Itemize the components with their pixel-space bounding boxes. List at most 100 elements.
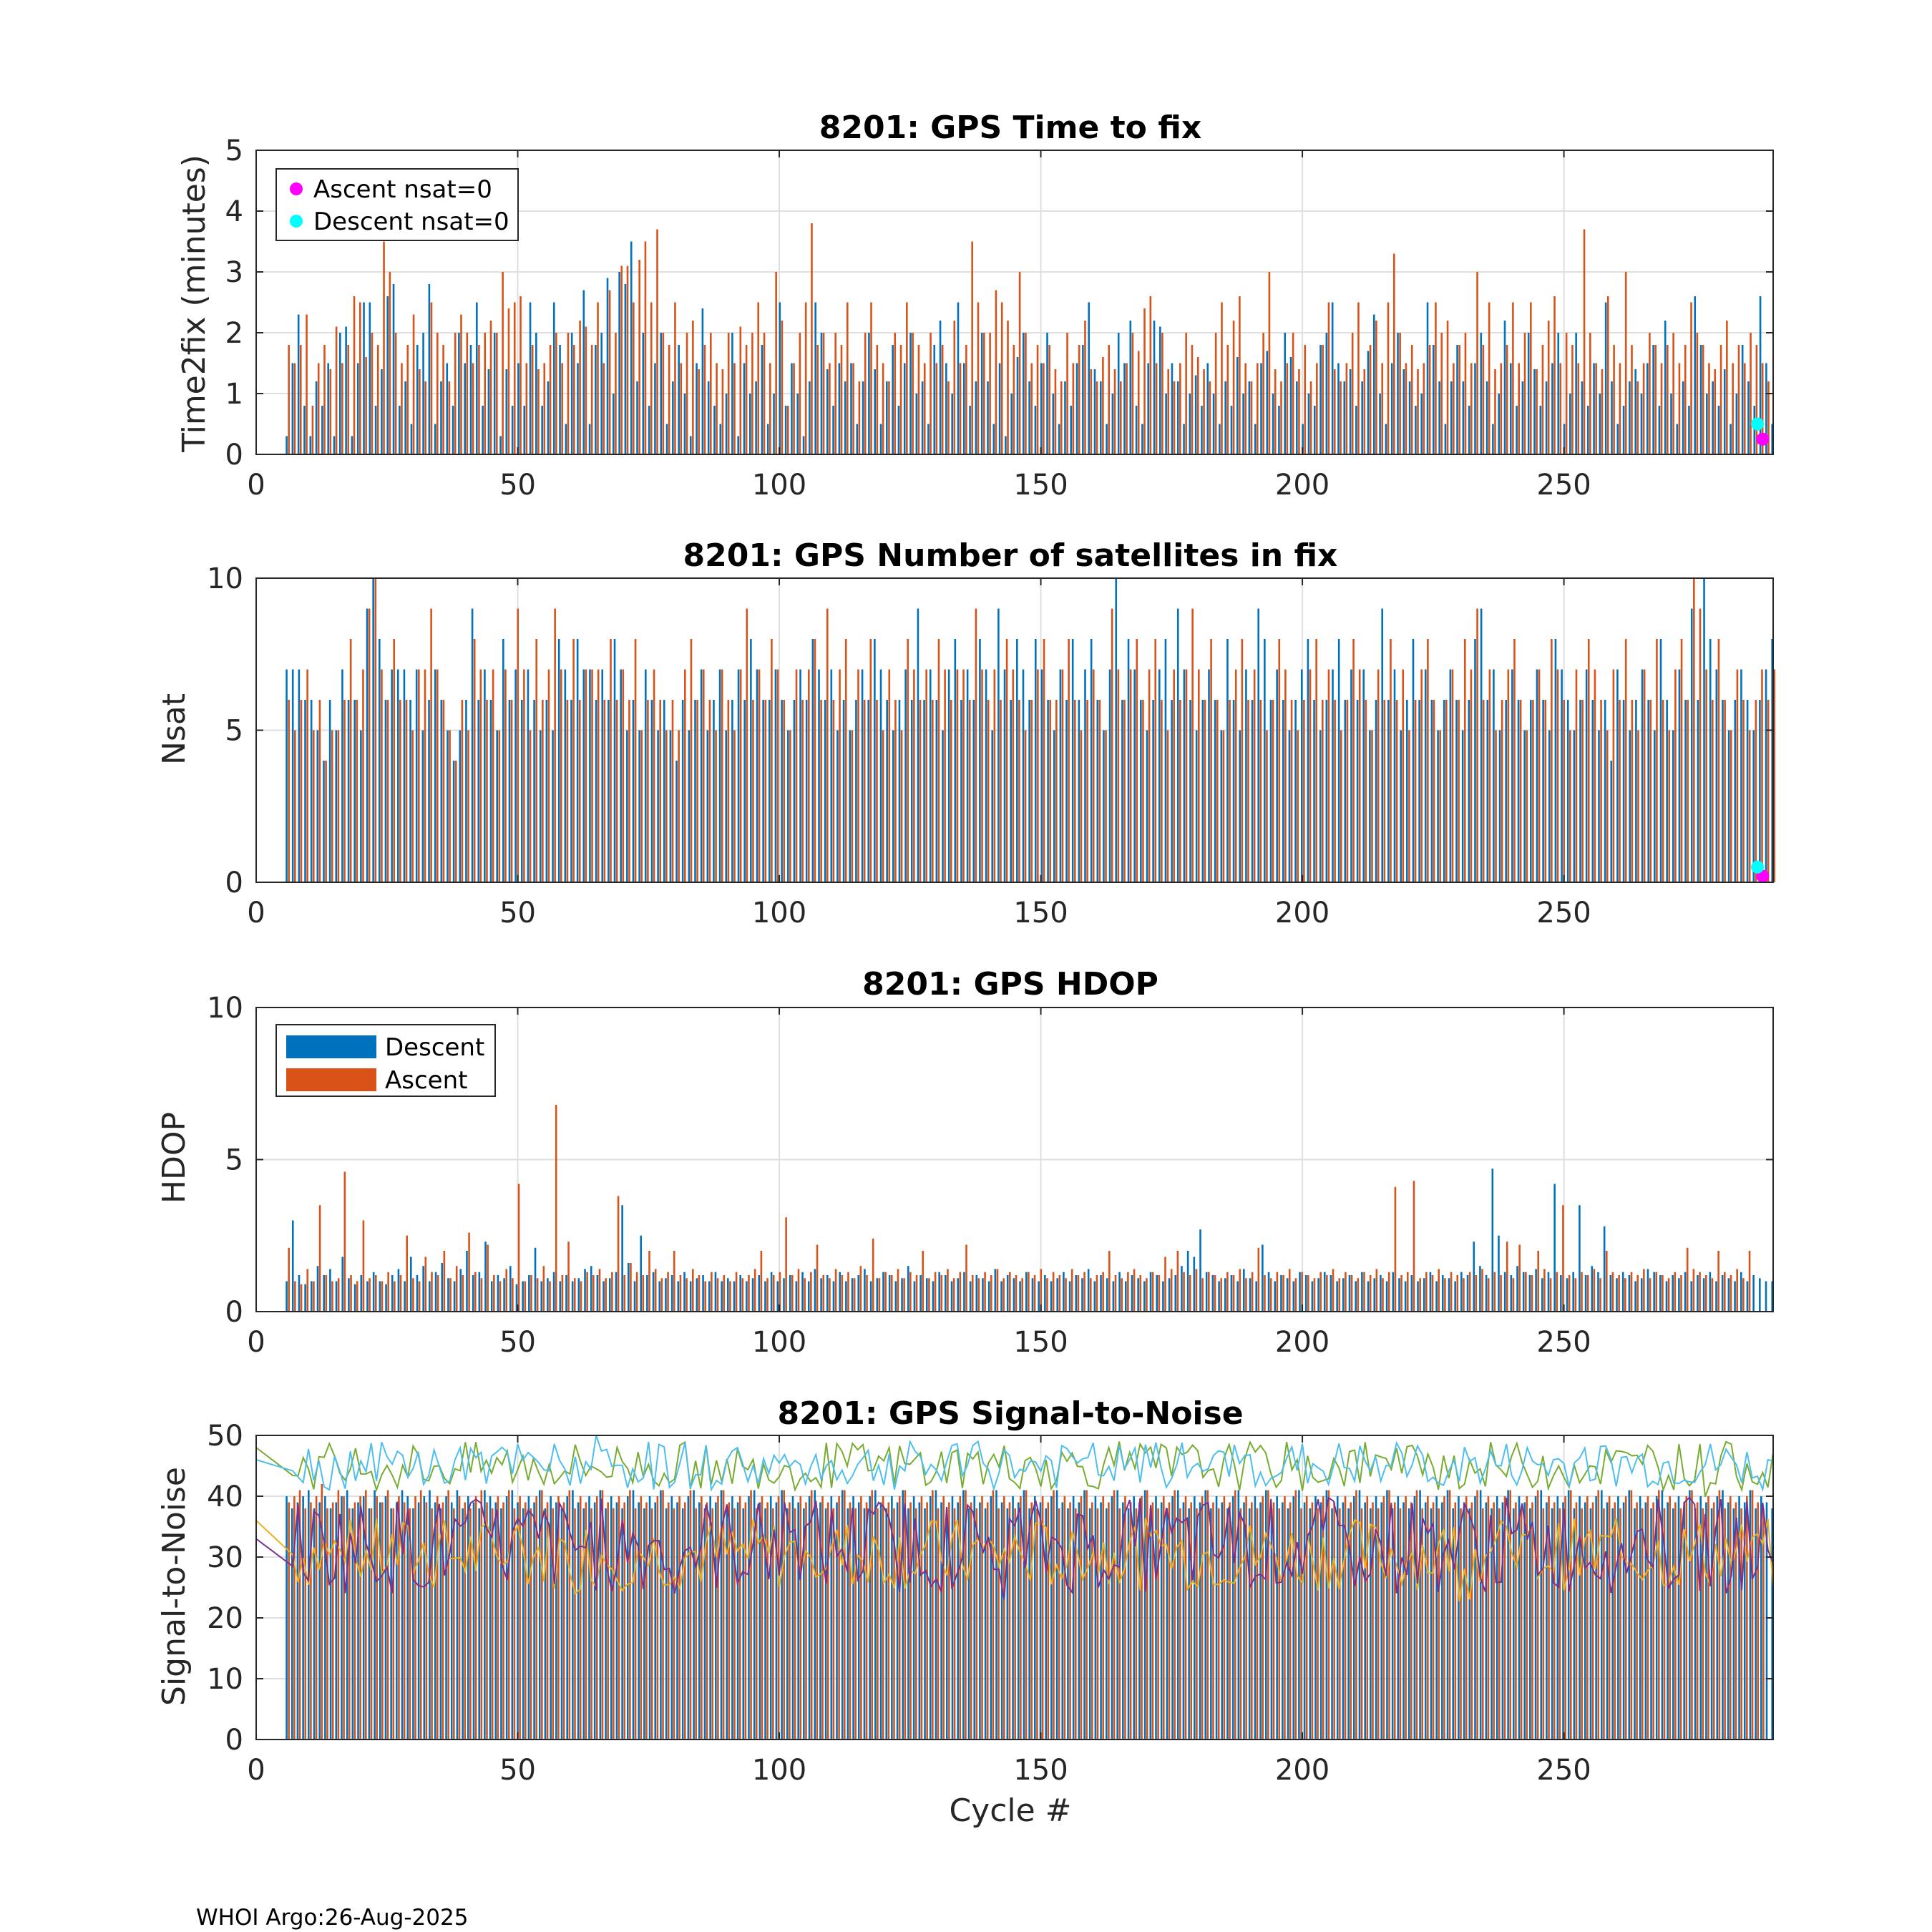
ascent-bar (1264, 1275, 1266, 1312)
descent-bar (1300, 669, 1303, 882)
ascent-bar (1168, 1502, 1171, 1740)
ascent-bar (1241, 639, 1244, 882)
descent-bar (482, 406, 484, 454)
ascent-bar (430, 302, 433, 454)
descent-bar (1254, 424, 1257, 454)
descent-bar (1433, 345, 1435, 454)
descent-bar (1610, 761, 1613, 882)
ascent-bar (353, 296, 356, 454)
ascent-bar (1571, 345, 1574, 454)
ascent-bar (1594, 669, 1596, 882)
descent-bar (969, 406, 971, 454)
ascent-bar (1465, 1496, 1468, 1740)
descent-bar (874, 369, 877, 454)
descent-bar (1143, 1490, 1146, 1740)
ascent-bar (1684, 345, 1687, 454)
descent-bar (1106, 1278, 1108, 1312)
ascent-bar (1630, 1490, 1633, 1740)
descent-bar (1236, 357, 1239, 454)
descent-bar (693, 1490, 695, 1740)
ascent-bar (1297, 730, 1299, 882)
descent-bar (1406, 700, 1408, 882)
ascent-bar (595, 1496, 598, 1740)
descent-bar (731, 1496, 733, 1740)
descent-bar (1628, 1275, 1631, 1312)
descent-bar (1678, 1278, 1680, 1312)
descent-bar (726, 1508, 728, 1740)
ascent-bar (537, 369, 540, 454)
descent-bar (368, 1508, 371, 1740)
descent-bar (1455, 700, 1458, 882)
ascent-bar (822, 333, 825, 454)
descent-bar (547, 1278, 549, 1312)
ascent-bar (1393, 1502, 1396, 1740)
ascent-bar (1043, 639, 1045, 882)
descent-bar (820, 333, 823, 454)
ascent-bar (1268, 272, 1271, 454)
descent-bar (559, 1281, 562, 1312)
descent-bar (1646, 1269, 1649, 1312)
descent-bar (1567, 1490, 1570, 1740)
ascent-bar (368, 608, 371, 882)
ascent-bar (673, 1251, 675, 1312)
descent-bar (508, 700, 511, 882)
descent-bar (1342, 1502, 1345, 1740)
descent-bar (1554, 639, 1557, 882)
ascent-bar (1740, 1508, 1742, 1740)
ascent-bar (871, 1490, 874, 1740)
ascent-bar (1581, 700, 1584, 882)
descent-bar (951, 1496, 954, 1740)
ascent-bar (878, 1278, 881, 1312)
ascent-bar (1346, 700, 1349, 882)
descent-bar (1116, 1490, 1118, 1740)
descent-bar (1545, 381, 1548, 454)
descent-bar (453, 1281, 456, 1312)
descent-bar (497, 1275, 499, 1312)
ascent-bar (1538, 669, 1541, 882)
ascent-bar (923, 363, 926, 454)
descent-bar (520, 700, 523, 882)
descent-bar (713, 700, 715, 882)
ascent-bar (362, 1220, 365, 1312)
descent-bar (1393, 669, 1396, 882)
descent-bar (351, 436, 353, 454)
descent-bar (1219, 424, 1221, 454)
ascent-bar (692, 1269, 694, 1312)
ascent-bar (1686, 1247, 1689, 1312)
ascent-bar (965, 345, 967, 454)
ascent-bar (1204, 700, 1206, 882)
ascent-bar (777, 1496, 780, 1740)
descent-bar (1166, 1508, 1169, 1740)
descent-bar (1426, 302, 1429, 454)
descent-bar (1480, 333, 1483, 454)
descent-bar (1423, 1278, 1425, 1312)
ascent-bar (365, 1490, 367, 1740)
descent-bar (1697, 700, 1699, 882)
descent-bar (1087, 1269, 1090, 1312)
ascent-bar (844, 639, 847, 882)
descent-bar (1230, 1275, 1233, 1312)
ascent-bar (1711, 1278, 1714, 1312)
ascent-bar (1493, 1272, 1496, 1312)
ascent-bar (849, 1502, 852, 1740)
descent-bar (1195, 730, 1198, 882)
ascent-bar (1702, 345, 1704, 454)
descent-bar (915, 394, 918, 454)
descent-bar (1370, 1508, 1372, 1740)
ascent-bar (1565, 333, 1568, 454)
ascent-bar (684, 669, 686, 882)
ascent-bar (555, 333, 557, 454)
ascent-bar (1440, 333, 1443, 454)
ascent-bar (489, 321, 492, 454)
ascent-bar (650, 1508, 653, 1740)
ascent-bar (1531, 1275, 1533, 1312)
ascent-bar (698, 369, 700, 454)
ascent-bar (721, 369, 724, 454)
ascent-bar (1712, 1502, 1715, 1740)
ascent-bar (1135, 1508, 1138, 1740)
ascent-bar (474, 1272, 477, 1312)
ascent-bar (1735, 1502, 1737, 1740)
ascent-bar (1451, 669, 1454, 882)
ascent-bar (294, 730, 296, 882)
descent-bar (917, 608, 919, 882)
